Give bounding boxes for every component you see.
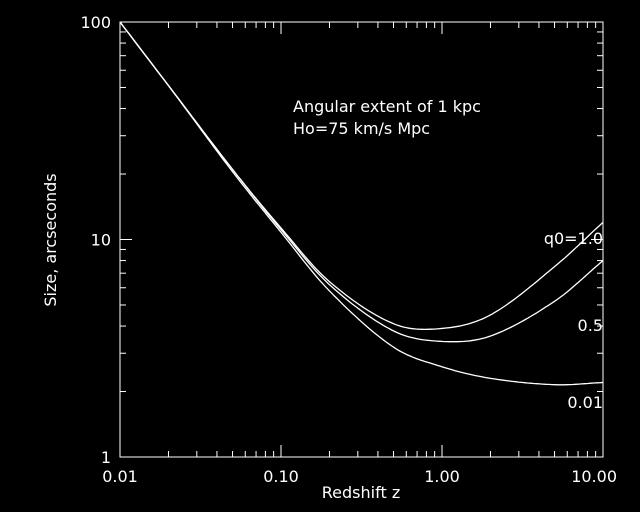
annotation-line-1: Angular extent of 1 kpc [293, 97, 481, 116]
annotation-line-2: Ho=75 km/s Mpc [293, 119, 430, 138]
x-tick-label: 1.00 [424, 467, 460, 486]
y-axis-tick-labels: 1 10 100 [80, 13, 111, 467]
y-tick-label: 10 [91, 231, 111, 250]
x-tick-label: 10.00 [571, 467, 617, 486]
y-axis-ticks [120, 31, 603, 458]
x-axis-label: Redshift z [322, 483, 400, 502]
series-label-0: q0=1.0 [544, 229, 603, 248]
x-axis-ticks [119, 22, 597, 457]
y-tick-label: 100 [80, 13, 111, 32]
series-line-1 [119, 21, 604, 343]
series-label-1: 0.5 [578, 316, 603, 335]
series-label-2: 0.01 [567, 393, 603, 412]
x-tick-label: 0.10 [263, 467, 299, 486]
y-axis-label: Size, arcseconds [41, 173, 60, 306]
series-lines [119, 21, 604, 386]
x-axis-tick-labels: 0.01 0.10 1.00 10.00 [102, 467, 617, 486]
series-line-0 [119, 21, 604, 331]
series-labels: q0=1.0 0.5 0.01 [544, 229, 603, 412]
plot-frame [119, 21, 604, 458]
x-tick-label: 0.01 [102, 467, 138, 486]
y-tick-label: 1 [101, 448, 111, 467]
series-line-2 [119, 21, 604, 386]
